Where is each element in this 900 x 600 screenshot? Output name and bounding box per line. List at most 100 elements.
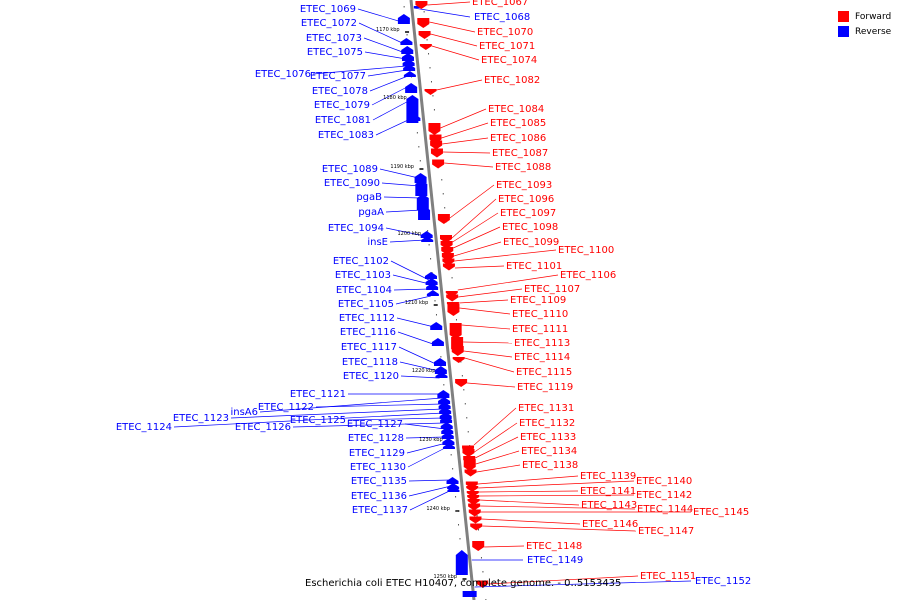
forward-gene-label: ETEC_1131 bbox=[518, 403, 574, 414]
reverse-gene-arrow bbox=[418, 210, 431, 220]
forward-gene-arrow-head bbox=[430, 145, 443, 150]
forward-gene-label: ETEC_1145 bbox=[693, 507, 749, 518]
forward-gene-arrow-head bbox=[455, 383, 468, 387]
forward-gene-leader-line bbox=[458, 299, 509, 304]
forward-gene-arrow bbox=[439, 235, 452, 239]
reverse-gene-arrow-head bbox=[439, 412, 452, 416]
forward-gene-leader-line bbox=[431, 45, 480, 61]
forward-gene-label: ETEC_1100 bbox=[558, 245, 614, 256]
forward-gene-arrow bbox=[424, 89, 437, 91]
forward-gene-label: ETEC_1070 bbox=[477, 27, 533, 38]
forward-gene-leader-line bbox=[458, 288, 523, 298]
reverse-gene-arrow-head bbox=[441, 432, 454, 436]
reverse-gene-arrow bbox=[462, 591, 477, 597]
reverse-gene-arrow-head bbox=[402, 59, 415, 63]
forward-gene-leader-line bbox=[463, 341, 513, 344]
forward-gene-label: ETEC_1087 bbox=[492, 148, 548, 159]
reverse-gene-label: ETEC_1073 bbox=[306, 33, 362, 44]
backbone-dot bbox=[429, 67, 431, 69]
reverse-gene-arrow bbox=[430, 326, 443, 330]
forward-gene-arrow-head bbox=[467, 501, 480, 505]
reverse-gene-arrow-head bbox=[447, 486, 460, 490]
forward-gene-leader-line bbox=[477, 475, 579, 485]
reverse-gene-arrow-head bbox=[403, 71, 416, 75]
forward-gene-leader-line bbox=[427, 1, 471, 6]
reverse-gene-label: ETEC_1069 bbox=[300, 4, 356, 15]
reverse-gene-label: ETEC_1137 bbox=[352, 505, 408, 516]
reverse-gene-label: ETEC_1083 bbox=[318, 130, 374, 141]
forward-gene-label: ETEC_1084 bbox=[488, 104, 544, 115]
reverse-gene-arrow bbox=[442, 447, 455, 449]
forward-gene-label: ETEC_1141 bbox=[580, 486, 636, 497]
forward-gene-arrow bbox=[455, 379, 468, 383]
reverse-gene-arrow bbox=[435, 376, 448, 378]
reverse-gene-leader-line bbox=[474, 580, 692, 588]
forward-gene-arrow bbox=[437, 214, 450, 220]
forward-gene-arrow bbox=[441, 247, 454, 251]
forward-gene-label: ETEC_1114 bbox=[514, 352, 570, 363]
reverse-gene-leader-line bbox=[399, 361, 439, 372]
backbone-dot bbox=[463, 580, 465, 582]
reverse-gene-leader-line bbox=[390, 260, 430, 281]
reverse-gene-arrow-head bbox=[415, 180, 428, 184]
reverse-gene-arrow bbox=[413, 6, 420, 8]
backbone-dot bbox=[416, 132, 418, 134]
reverse-gene-leader-line bbox=[381, 182, 420, 187]
reverse-gene-leader-line bbox=[392, 274, 430, 285]
reverse-gene-leader-line bbox=[347, 417, 445, 421]
backbone-dot bbox=[403, 6, 405, 8]
reverse-gene-leader-line bbox=[406, 442, 447, 454]
forward-gene-arrow-head bbox=[428, 131, 441, 135]
kbp-tick-label: 1240 kbp bbox=[426, 506, 450, 512]
forward-gene-arrow-head bbox=[464, 472, 477, 477]
forward-gene-leader-line bbox=[430, 33, 478, 47]
forward-gene-arrow-head bbox=[463, 467, 476, 471]
reverse-gene-label: ETEC_1072 bbox=[301, 18, 357, 29]
reverse-gene-leader-line bbox=[404, 423, 446, 430]
kbp-tick-label: 1220 kbp bbox=[412, 368, 436, 374]
backbone-dot bbox=[441, 179, 443, 181]
forward-gene-arrow bbox=[463, 456, 476, 460]
reverse-gene-label: ETEC_1126 bbox=[235, 422, 291, 433]
forward-gene-arrow bbox=[472, 541, 485, 547]
forward-gene-arrow bbox=[468, 509, 481, 513]
reverse-gene-label: ETEC_1117 bbox=[341, 342, 397, 353]
backbone-dot bbox=[450, 454, 452, 456]
forward-gene-arrow bbox=[464, 469, 477, 473]
reverse-gene-leader-line bbox=[393, 288, 431, 291]
forward-gene-arrow bbox=[415, 1, 428, 5]
backbone-dot bbox=[426, 39, 428, 41]
reverse-gene-arrow-head bbox=[426, 283, 439, 287]
backbone-dot bbox=[480, 557, 482, 559]
reverse-gene-arrow-head bbox=[421, 236, 434, 240]
forward-gene-arrow bbox=[430, 148, 443, 154]
reverse-gene-arrow bbox=[401, 57, 414, 61]
backbone-dot bbox=[434, 300, 436, 302]
reverse-gene-arrow bbox=[401, 50, 414, 54]
forward-gene-label: ETEC_1101 bbox=[506, 261, 562, 272]
forward-gene-arrow bbox=[449, 323, 462, 335]
reverse-gene-arrow bbox=[426, 287, 439, 290]
forward-gene-arrow bbox=[445, 291, 458, 293]
reverse-gene-label: ETEC_1068 bbox=[474, 12, 530, 23]
forward-swatch bbox=[838, 11, 849, 22]
reverse-gene-label: ETEC_1112 bbox=[339, 313, 395, 324]
backbone-dot bbox=[406, 34, 408, 36]
forward-gene-arrow bbox=[463, 459, 476, 467]
backbone-dot bbox=[467, 431, 469, 433]
reverse-gene-leader-line bbox=[375, 117, 413, 136]
backbone-dot bbox=[444, 207, 446, 209]
forward-gene-leader-line bbox=[467, 382, 516, 388]
reverse-gene-arrow-head bbox=[408, 114, 421, 118]
reverse-gene-leader-line bbox=[372, 99, 411, 121]
backbone-dot bbox=[461, 375, 463, 377]
forward-gene-arrow bbox=[442, 263, 455, 267]
forward-gene-leader-line bbox=[464, 357, 515, 373]
reverse-gene-arrow-head bbox=[455, 550, 468, 555]
reverse-gene-label: ETEC_1128 bbox=[348, 433, 404, 444]
backbone-dot bbox=[464, 403, 466, 405]
forward-gene-arrow-head bbox=[451, 352, 464, 356]
forward-gene-arrow-head bbox=[424, 91, 437, 95]
forward-gene-arrow bbox=[462, 449, 475, 453]
